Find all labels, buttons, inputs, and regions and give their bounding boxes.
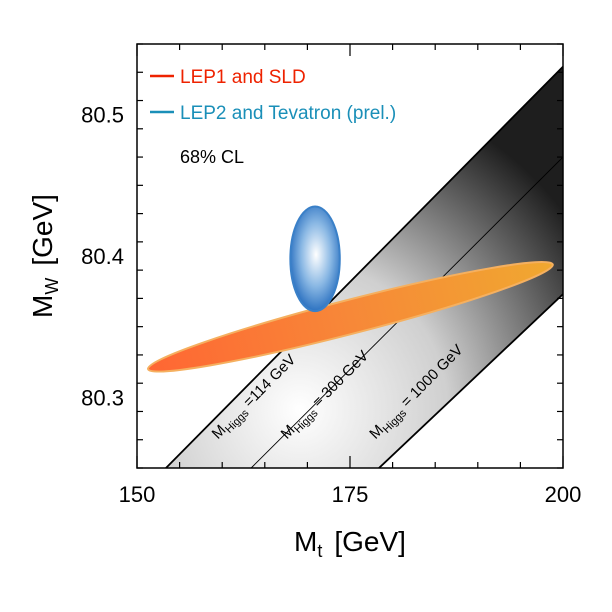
- x-tick-label-200: 200: [545, 482, 582, 507]
- y-axis-title: MW[GeV]: [27, 194, 62, 318]
- legend-label-lep2: LEP2 and Tevatron (prel.): [180, 103, 396, 124]
- x-tick-label-150: 150: [119, 482, 156, 507]
- legend-label-lep1: LEP1 and SLD: [180, 67, 306, 88]
- higgs-line-1000: [378, 293, 563, 468]
- confidence-level-label: 68% CL: [180, 147, 244, 167]
- ellipse-lep1-sld: [147, 260, 554, 373]
- y-tick-label-80-4: 80.4: [81, 244, 124, 269]
- x-axis-title: Mt [GeV]: [294, 526, 406, 561]
- axis-ticks: [136, 43, 564, 469]
- y-tick-label-80-5: 80.5: [81, 103, 124, 128]
- legend: LEP1 and SLD LEP2 and Tevatron (prel.): [150, 67, 396, 124]
- x-tick-label-175: 175: [332, 482, 369, 507]
- higgs-line-114: [165, 65, 563, 468]
- y-tick-label-80-3: 80.3: [81, 385, 124, 410]
- ellipse-lep2-tevatron: [289, 205, 341, 313]
